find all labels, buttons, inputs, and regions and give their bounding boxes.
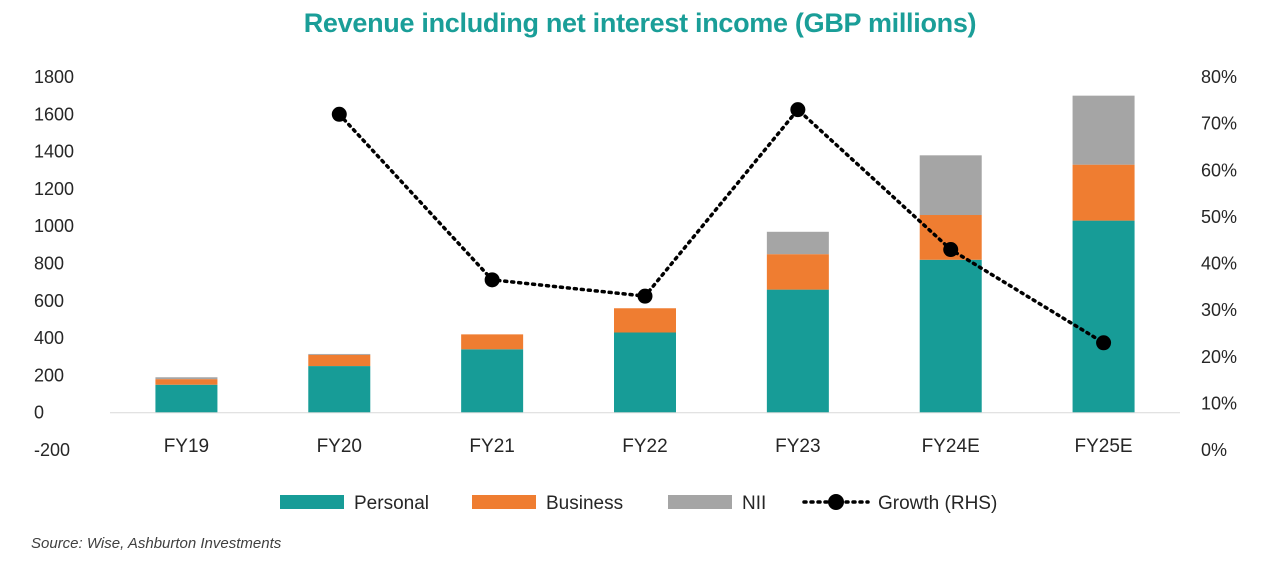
- growth-point: [943, 242, 959, 258]
- growth-point: [331, 106, 347, 122]
- left-axis: -200 0 200 400 600 800 1000 1200 1400 1600 1800: [34, 67, 74, 460]
- right-tick-label: 40%: [1201, 254, 1237, 274]
- left-tick-label: 1000: [34, 216, 74, 236]
- right-tick-label: 0%: [1201, 440, 1227, 460]
- growth-point: [637, 288, 653, 304]
- legend-swatch: [668, 495, 732, 509]
- bar-business-fy23: [766, 254, 829, 290]
- legend-swatch: [280, 495, 344, 509]
- right-tick-label: 10%: [1201, 393, 1237, 413]
- revenue-chart: -200 0 200 400 600 800 1000 1200 1400 1600 1800 0%…: [34, 67, 1237, 514]
- left-tick-label: 800: [34, 254, 64, 274]
- left-tick-label: -200: [34, 440, 70, 460]
- x-tick-label: FY25E: [1075, 436, 1133, 457]
- right-tick-label: 30%: [1201, 300, 1237, 320]
- x-axis-labels: FY19 FY20 FY21 FY22 FY23 FY24E FY25E: [164, 436, 1133, 457]
- x-tick-label: FY20: [317, 436, 362, 457]
- bar-personal-fy21: [461, 349, 524, 413]
- source-note: Source: Wise, Ashburton Investments: [31, 535, 282, 552]
- x-tick-label: FY19: [164, 436, 209, 457]
- right-tick-label: 50%: [1201, 207, 1237, 227]
- bar-business-fy19: [155, 379, 218, 385]
- left-tick-label: 0: [34, 403, 44, 423]
- bar-personal-fy23: [766, 289, 829, 413]
- growth-line: [331, 102, 1112, 351]
- growth-line-path: [337, 107, 1106, 345]
- legend-label: Growth (RHS): [878, 493, 997, 514]
- right-tick-label: 80%: [1201, 67, 1237, 87]
- bar-personal-fy24e: [919, 259, 982, 413]
- right-axis: 0% 10% 20% 30% 40% 50% 60% 70% 80%: [1201, 67, 1237, 460]
- bars: [155, 95, 1135, 413]
- left-tick-label: 200: [34, 365, 64, 385]
- legend: Personal Business NII Growth (RHS): [280, 493, 997, 514]
- left-tick-label: 1800: [34, 67, 74, 87]
- bar-nii-fy20: [308, 353, 371, 355]
- left-tick-label: 1200: [34, 179, 74, 199]
- right-tick-label: 70%: [1201, 114, 1237, 134]
- left-tick-label: 400: [34, 328, 64, 348]
- left-tick-label: 1600: [34, 104, 74, 124]
- legend-marker: [828, 494, 844, 510]
- bar-business-fy20: [308, 354, 371, 367]
- bar-nii-fy19: [155, 377, 218, 380]
- legend-label: NII: [742, 493, 766, 514]
- bar-personal-fy19: [155, 384, 218, 413]
- x-tick-label: FY23: [775, 436, 820, 457]
- legend-label: Business: [546, 493, 623, 514]
- bar-business-fy22: [614, 308, 676, 333]
- x-tick-label: FY21: [469, 436, 514, 457]
- left-tick-label: 600: [34, 291, 64, 311]
- x-tick-label: FY24E: [922, 436, 980, 457]
- bar-nii-fy25e: [1072, 95, 1135, 165]
- right-tick-label: 20%: [1201, 347, 1237, 367]
- chart-title: Revenue including net interest income (G…: [303, 8, 977, 38]
- bar-personal-fy20: [308, 366, 371, 413]
- bar-personal-fy22: [614, 332, 676, 413]
- growth-point: [790, 102, 806, 118]
- bar-business-fy21: [461, 334, 524, 350]
- bar-personal-fy25e: [1072, 220, 1135, 413]
- growth-point: [484, 272, 500, 288]
- bar-nii-fy24e: [919, 155, 982, 216]
- bar-business-fy25e: [1072, 164, 1135, 221]
- x-tick-label: FY22: [622, 436, 667, 457]
- growth-point: [1096, 335, 1112, 351]
- right-tick-label: 60%: [1201, 160, 1237, 180]
- legend-label: Personal: [354, 493, 429, 514]
- left-tick-label: 1400: [34, 142, 74, 162]
- bar-nii-fy23: [766, 231, 829, 255]
- legend-swatch: [472, 495, 536, 509]
